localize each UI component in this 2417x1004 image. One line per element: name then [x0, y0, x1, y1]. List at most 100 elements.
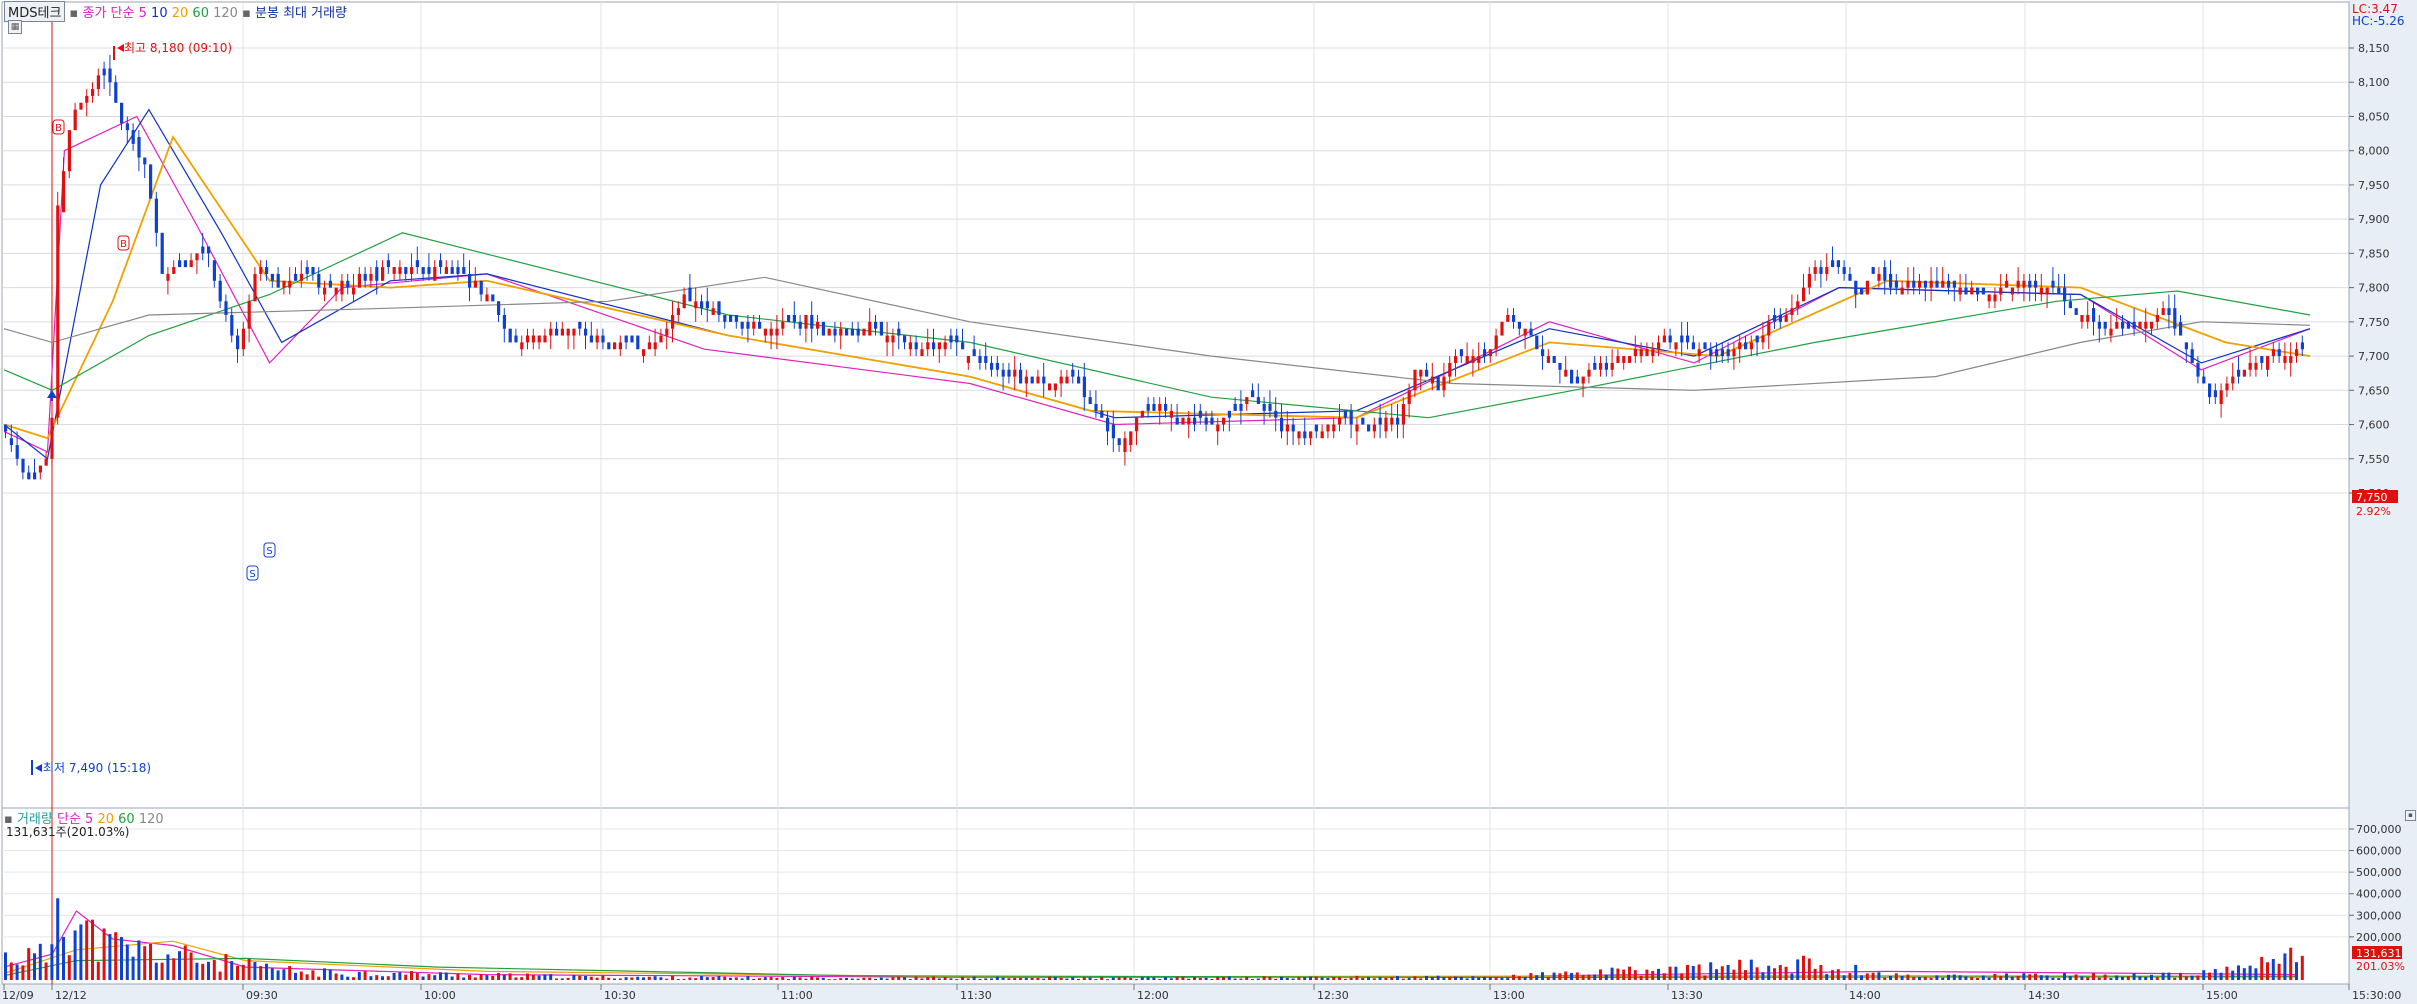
candle-body-223: [1297, 431, 1301, 439]
ma-period-60[interactable]: 60: [192, 6, 209, 21]
max-volume-label[interactable]: 분봉 최대 거래량: [255, 6, 348, 21]
candle-body-22: [131, 130, 135, 144]
volume-bar-285: [1657, 968, 1660, 980]
candle-324: [1883, 260, 1887, 295]
candle-body-212: [1233, 404, 1237, 411]
candle-225: [1309, 431, 1313, 446]
volume-bar-5: [33, 953, 36, 980]
candle-body-341: [1981, 287, 1985, 295]
candle-250: [1454, 349, 1458, 377]
candle-362: [2103, 321, 2107, 336]
candle-146: [850, 321, 854, 336]
candle-body-221: [1285, 424, 1289, 432]
candle-body-119: [694, 301, 698, 309]
volume-ma-5[interactable]: 5: [85, 812, 94, 827]
volume-bar-194: [1129, 977, 1133, 980]
ma-period-20[interactable]: 20: [171, 6, 189, 21]
volume-bar-258: [1500, 977, 1504, 980]
candle-57: [334, 287, 338, 302]
candle-274: [1593, 356, 1597, 370]
chart-settings-icon[interactable]: ▦: [8, 20, 22, 34]
candle-188: [1094, 390, 1098, 418]
volume-bar-37: [218, 971, 222, 980]
candle-body-215: [1251, 390, 1255, 398]
candle-body-339: [1970, 287, 1974, 295]
volume-bar-346: [2010, 976, 2014, 980]
candle-14: [85, 89, 89, 117]
ma-period-5[interactable]: 5: [138, 6, 147, 21]
volume-bar-2: [15, 964, 19, 980]
volume-label[interactable]: 거래량: [16, 812, 53, 827]
candle-148: [862, 328, 866, 336]
volume-bar-222: [1291, 978, 1295, 980]
ticker-tab[interactable]: MDS테크: [4, 1, 66, 22]
volume-bar-283: [1645, 969, 1649, 980]
candle-body-117: [682, 294, 686, 309]
current-price: 7,750: [2356, 491, 2388, 504]
volume-bar-7: [44, 962, 48, 980]
candle-155: [903, 335, 907, 350]
candle-241: [1401, 397, 1405, 439]
candle-27: [160, 232, 164, 274]
candle-239: [1390, 404, 1394, 432]
candle-202: [1175, 404, 1179, 425]
volume-bar-239: [1390, 977, 1394, 980]
candle-72: [421, 267, 425, 281]
volume-bar-103: [601, 975, 605, 980]
candle-130: [758, 315, 762, 329]
candle-body-322: [1871, 267, 1875, 274]
volume-bar-55: [323, 968, 326, 980]
candle-87: [508, 328, 512, 343]
candle-body-77: [450, 267, 454, 274]
candle-body-197: [1146, 404, 1150, 411]
volume-bar-179: [1042, 978, 1046, 980]
candle-3: [21, 458, 25, 480]
volume-bar-59: [346, 976, 350, 980]
candle-220: [1280, 404, 1284, 439]
candle-body-377: [2190, 349, 2194, 363]
current-volume: 131,631: [2356, 947, 2402, 960]
candle-body-154: [897, 328, 901, 336]
volume-bar-209: [1216, 977, 1220, 980]
candle-185: [1077, 369, 1081, 384]
volume-bar-66: [386, 976, 390, 980]
volume-ma-60[interactable]: 60: [118, 812, 135, 827]
right-menu-icon[interactable]: ▪: [242, 6, 251, 21]
candle-226: [1314, 424, 1318, 439]
volume-bar-206: [1198, 977, 1202, 980]
candle-body-266: [1546, 356, 1550, 363]
volume-bar-95: [555, 978, 558, 980]
volume-bar-254: [1477, 977, 1481, 980]
volume-bar-327: [1900, 975, 1904, 980]
candle-75: [439, 253, 443, 274]
candle-body-192: [1117, 438, 1121, 446]
volume-bar-94: [549, 974, 553, 980]
candle-200: [1164, 397, 1168, 418]
volume-menu-icon[interactable]: ▪: [4, 812, 13, 827]
volume-bar-88: [514, 977, 518, 980]
volume-panel-toggle-icon[interactable]: ▪: [2405, 810, 2416, 821]
candle-222: [1291, 417, 1295, 446]
volume-bar-391: [2271, 959, 2275, 980]
candle-body-43: [253, 273, 257, 302]
candle-body-156: [908, 342, 912, 350]
candle-body-260: [1512, 315, 1516, 322]
candle-body-62: [363, 273, 367, 281]
candle-308: [1790, 294, 1794, 322]
candle-body-185: [1077, 376, 1081, 384]
volume-ma-120[interactable]: 120: [138, 812, 164, 827]
volume-ma-20[interactable]: 20: [97, 812, 115, 827]
volume-bar-23: [137, 940, 141, 980]
volume-bar-29: [172, 958, 176, 980]
ma-period-10[interactable]: 10: [151, 6, 168, 21]
price-tick-label-2: 8,050: [2358, 110, 2390, 123]
candle-22: [131, 123, 135, 151]
volume-bar-41: [241, 964, 245, 980]
candle-body-58: [340, 280, 344, 295]
volume-bar-320: [1860, 975, 1863, 980]
candle-122: [711, 301, 715, 315]
ma-menu-icon[interactable]: ▪: [69, 6, 79, 21]
volume-bar-316: [1836, 969, 1840, 980]
ma-period-120[interactable]: 120: [213, 6, 238, 21]
volume-bar-321: [1865, 973, 1869, 980]
